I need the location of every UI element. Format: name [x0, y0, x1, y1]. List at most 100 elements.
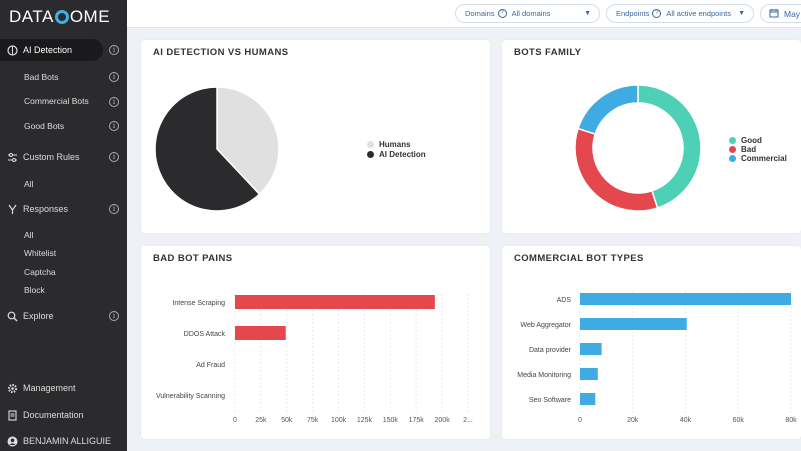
x-tick-label: 50k — [281, 417, 293, 424]
bar-data-provider[interactable] — [580, 343, 602, 355]
sliders-icon — [6, 151, 18, 163]
pie-slice-good[interactable] — [637, 84, 702, 209]
sidebar-item-responses-all[interactable]: All — [24, 230, 34, 240]
legend-swatch — [729, 146, 736, 153]
endpoints-filter-value: All active endpoints — [666, 9, 731, 18]
chevron-down-icon: ▼ — [584, 10, 591, 17]
domains-filter[interactable]: Domains ? All domains ▼ — [455, 4, 600, 23]
sidebar-item-label: Management — [23, 383, 76, 393]
bad-bot-pains-chart: 0 25k 50k 75k 100k 125k 150k 175k 200k 2... Intens… — [156, 294, 473, 424]
logo-text-left: DATA — [9, 7, 54, 26]
legend-label: AI Detection — [379, 150, 426, 159]
x-tick-label: 175k — [409, 417, 425, 424]
card-title: BAD BOT PAINS — [153, 253, 233, 264]
datadome-logo[interactable]: DATA OME — [9, 7, 110, 27]
sidebar-item-custom-rules[interactable]: Custom Rules — [0, 146, 127, 168]
bots-family-card: BOTS FAMILY Good Bad Commercial — [502, 40, 801, 233]
info-icon[interactable]: i — [109, 72, 119, 82]
legend-humans[interactable]: Humans — [367, 140, 411, 149]
sidebar-user[interactable]: BENJAMIN ALLIGUIE — [0, 430, 127, 451]
pie-slice-ai-detection[interactable] — [154, 86, 261, 212]
sidebar-item-block[interactable]: Block — [24, 285, 45, 295]
legend-bad[interactable]: Bad — [729, 145, 756, 154]
sidebar: DATA OME AI Detection i Bad Bots i Comme… — [0, 0, 127, 451]
sidebar-item-ai-detection[interactable]: AI Detection — [0, 39, 103, 61]
legend-label: Humans — [379, 140, 411, 149]
ai-vs-humans-card: AI DETECTION VS HUMANS Humans AI Detecti… — [141, 40, 490, 233]
date-filter-value: May — [784, 8, 801, 19]
x-tick-label: 60k — [733, 417, 745, 424]
info-icon[interactable]: i — [109, 152, 119, 162]
x-tick-label: 2... — [463, 417, 473, 424]
bar-media-monitoring[interactable] — [580, 368, 598, 380]
bar-ads[interactable] — [580, 293, 791, 305]
legend-label: Commercial — [741, 154, 787, 163]
x-tick-label: 100k — [331, 417, 347, 424]
x-tick-label: 20k — [627, 417, 639, 424]
legend-commercial[interactable]: Commercial — [729, 154, 787, 163]
y-category-label: ADS — [557, 297, 572, 304]
legend-ai-detection[interactable]: AI Detection — [367, 150, 426, 159]
card-title: AI DETECTION VS HUMANS — [153, 47, 289, 58]
info-icon[interactable]: i — [109, 311, 119, 321]
domains-filter-value: All domains — [511, 9, 551, 18]
brain-icon — [6, 44, 18, 56]
document-icon — [6, 409, 18, 421]
legend-label: Bad — [741, 145, 757, 154]
info-icon[interactable]: i — [109, 45, 119, 55]
sidebar-item-commercial-bots[interactable]: Commercial Bots — [24, 96, 89, 106]
sidebar-item-management[interactable]: Management — [0, 377, 127, 399]
pie-slice-humans[interactable] — [216, 86, 280, 196]
sidebar-item-captcha[interactable]: Captcha — [24, 267, 56, 277]
help-icon[interactable]: ? — [652, 9, 662, 18]
legend-good[interactable]: Good — [729, 136, 762, 145]
sidebar-item-good-bots[interactable]: Good Bots — [24, 121, 65, 131]
commercial-bot-types-chart: 0 20k 40k 60k 80k ADS Web Aggregator Data provi… — [517, 291, 797, 424]
bar-intense-scraping[interactable] — [235, 295, 435, 309]
sidebar-item-label: Explore — [23, 311, 54, 321]
y-category-label: Ad Fraud — [196, 362, 225, 369]
legend-swatch — [729, 137, 736, 144]
search-icon — [6, 310, 18, 322]
topbar: Domains ? All domains ▼ Endpoints ? All … — [127, 0, 801, 28]
info-icon[interactable]: i — [109, 121, 119, 131]
x-tick-label: 75k — [307, 417, 319, 424]
legend-swatch — [729, 155, 736, 162]
user-name: BENJAMIN ALLIGUIE — [23, 436, 112, 446]
y-category-label: Web Aggregator — [521, 322, 572, 329]
x-tick-label: 40k — [680, 417, 692, 424]
y-category-label: Vulnerability Scanning — [156, 393, 225, 400]
chevron-down-icon: ▼ — [738, 10, 745, 17]
sidebar-item-whitelist[interactable]: Whitelist — [24, 248, 57, 258]
x-tick-label: 25k — [255, 417, 267, 424]
y-category-label: Seo Software — [529, 397, 571, 404]
sidebar-item-label: Custom Rules — [23, 152, 80, 162]
y-category-label: Data provider — [529, 347, 572, 354]
legend-swatch — [367, 141, 374, 148]
endpoints-filter[interactable]: Endpoints ? All active endpoints ▼ — [606, 4, 754, 23]
bar-ddos-attack[interactable] — [235, 326, 286, 340]
endpoints-filter-label: Endpoints — [616, 9, 650, 18]
info-icon[interactable]: i — [109, 204, 119, 214]
info-icon[interactable]: i — [109, 97, 119, 107]
sidebar-item-responses[interactable]: Responses — [0, 198, 127, 220]
date-filter[interactable]: May — [760, 4, 801, 23]
pie-slice-commercial[interactable] — [577, 84, 639, 136]
sidebar-item-custom-rules-all[interactable]: All — [24, 179, 34, 189]
bots-family-chart — [574, 84, 702, 212]
x-tick-label: 200k — [435, 417, 451, 424]
bar-web-aggregator[interactable] — [580, 318, 687, 330]
sidebar-item-label: Responses — [23, 204, 69, 214]
x-tick-label: 0 — [578, 417, 582, 424]
sidebar-item-label: Documentation — [23, 410, 84, 420]
sidebar-item-bad-bots[interactable]: Bad Bots — [24, 72, 59, 82]
help-icon[interactable]: ? — [497, 9, 507, 18]
bar-seo-software[interactable] — [580, 393, 596, 405]
sidebar-item-explore[interactable]: Explore — [0, 305, 127, 327]
x-tick-label: 150k — [383, 417, 399, 424]
y-category-label: Intense Scraping — [172, 300, 225, 307]
user-avatar-icon — [6, 435, 18, 447]
sidebar-item-documentation[interactable]: Documentation — [0, 404, 127, 426]
pie-slice-bad[interactable] — [574, 127, 659, 212]
y-category-label: Media Monitoring — [517, 372, 571, 379]
